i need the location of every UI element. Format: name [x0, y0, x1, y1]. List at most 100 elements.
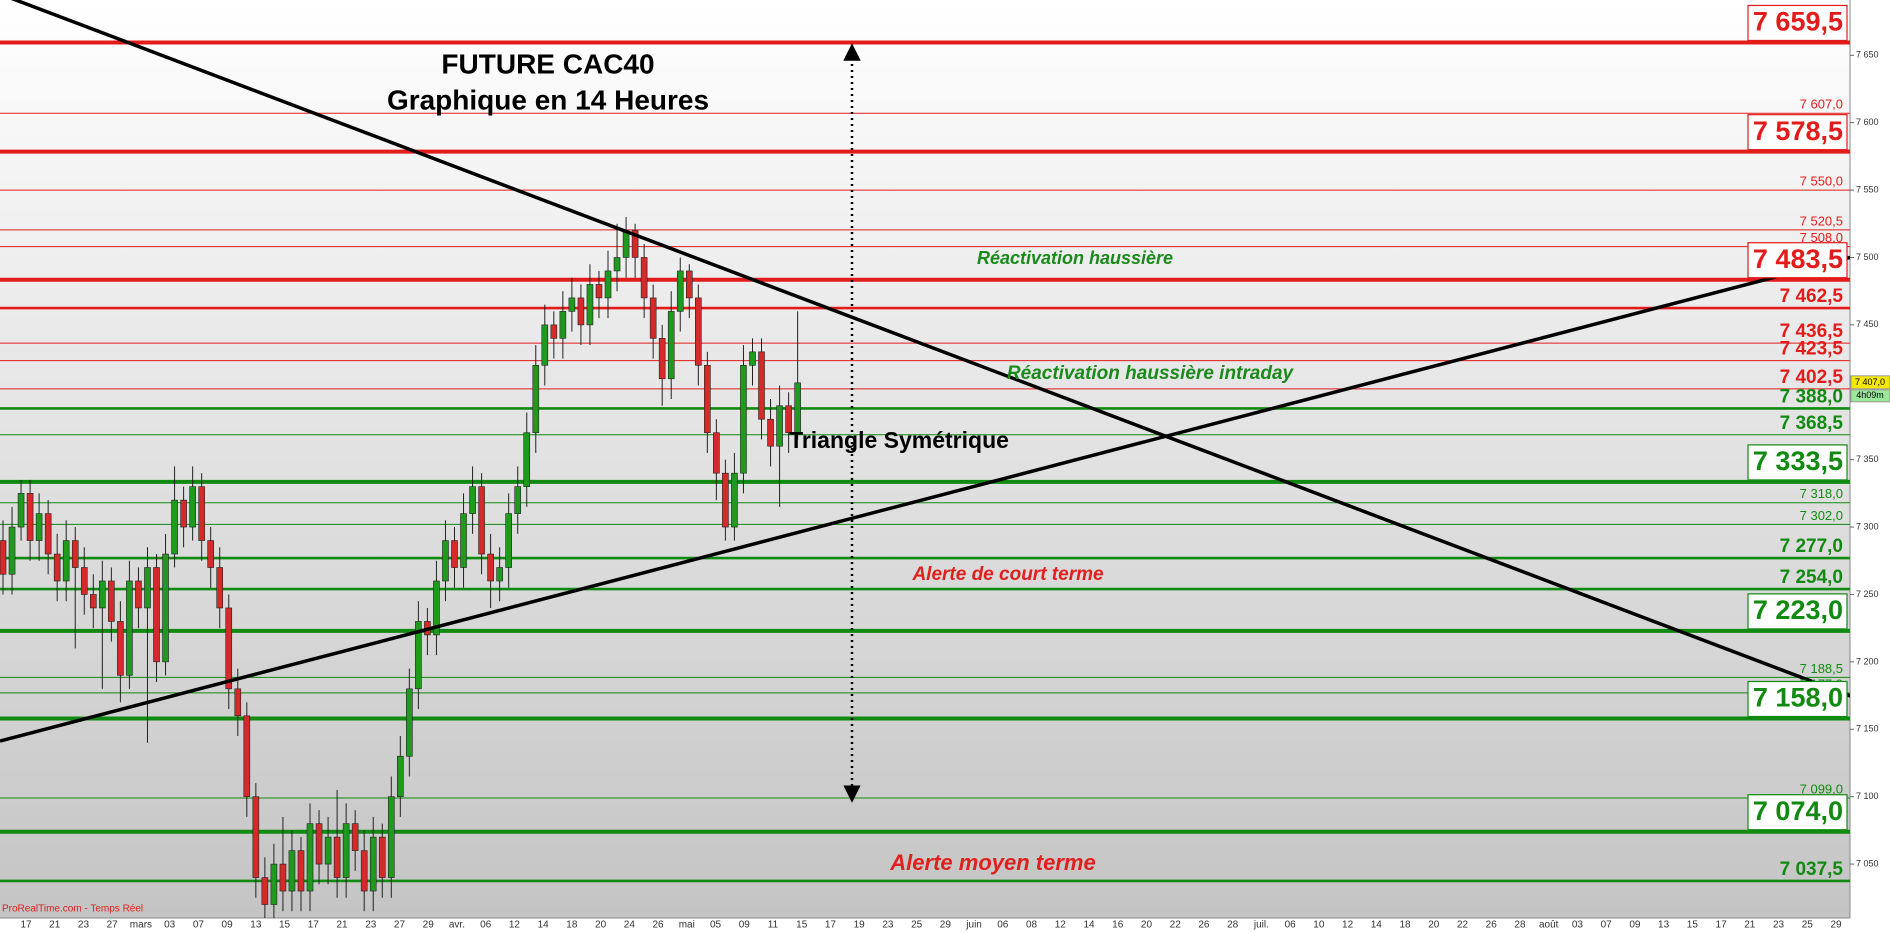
x-tick-label: 18 — [566, 920, 578, 931]
level-label: 7 277,0 — [1780, 536, 1843, 557]
x-tick-label: 22 — [1170, 920, 1182, 931]
x-tick-label: 17 — [825, 920, 837, 931]
level-label: 7 550,0 — [1800, 174, 1843, 189]
x-tick-label: 29 — [423, 920, 435, 931]
candle-body — [649, 297, 657, 339]
candle-body — [406, 688, 413, 757]
x-tick-label: 27 — [107, 920, 119, 931]
x-tick-label: 26 — [1198, 920, 1210, 931]
x-tick-label: 11 — [768, 920, 779, 931]
candle-body — [568, 297, 576, 312]
level-label: 7 158,0 — [1753, 683, 1843, 713]
x-tick-label: mars — [130, 920, 152, 931]
x-tick-label: 09 — [222, 920, 234, 931]
candle-body — [216, 567, 224, 609]
level-label-box — [1747, 794, 1848, 831]
x-tick-label: 17 — [20, 920, 32, 931]
candle-body — [171, 499, 178, 555]
candle-body — [604, 270, 612, 299]
candle-body — [261, 877, 269, 905]
candle-body — [640, 257, 648, 299]
candle-body — [794, 382, 801, 434]
candle-body — [595, 284, 603, 299]
candle-body — [126, 580, 133, 676]
candle-body — [306, 823, 314, 892]
y-tick-label: 7 250 — [1856, 589, 1879, 599]
candle-body — [740, 365, 747, 474]
annotation: Alerte de court terme — [911, 564, 1104, 585]
y-tick-label: 7 450 — [1856, 319, 1879, 329]
candle-body — [523, 432, 531, 487]
candle-body — [369, 836, 377, 892]
candle-body — [207, 540, 214, 568]
annotation: Triangle Symétrique — [789, 427, 1009, 453]
y-tick-label: 7 650 — [1856, 50, 1879, 60]
y-tick-label: 7 300 — [1856, 521, 1879, 531]
candle-body — [460, 513, 467, 568]
level-label-box — [1747, 444, 1848, 481]
candle-body — [514, 486, 522, 514]
x-tick-label: juin — [965, 920, 982, 931]
level-label-box — [1747, 114, 1848, 151]
candle-body — [442, 540, 449, 582]
level-label-box — [1747, 593, 1848, 630]
level-label: 7 436,5 — [1780, 321, 1844, 342]
x-tick-label: 03 — [1572, 920, 1584, 931]
x-tick-label: 13 — [1658, 920, 1670, 931]
x-tick-label: 08 — [1026, 920, 1038, 931]
x-tick-label: 15 — [1687, 920, 1699, 931]
y-tick-label: 7 350 — [1856, 454, 1879, 464]
candle-body — [397, 755, 404, 797]
y-tick-label: 7 200 — [1856, 656, 1879, 666]
x-tick-label: 17 — [1716, 920, 1728, 931]
level-label-box — [1747, 4, 1848, 42]
candle-body — [99, 580, 106, 609]
candle-body — [180, 499, 187, 528]
candle-body — [90, 594, 97, 609]
candle-body — [387, 796, 395, 878]
x-tick-label: 15 — [796, 920, 808, 931]
candle-body — [722, 472, 729, 528]
candle-body — [288, 850, 296, 892]
candle-body — [315, 823, 323, 865]
candle-body — [451, 540, 458, 568]
candle-body — [550, 324, 558, 339]
level-label: 7 578,5 — [1753, 116, 1843, 146]
candle-body — [342, 823, 350, 878]
candle-body — [731, 472, 738, 528]
candle-body — [53, 553, 61, 582]
x-tick-label: 16 — [1112, 920, 1124, 931]
candle-body — [225, 607, 233, 690]
candle-body — [80, 567, 88, 595]
candle-body — [433, 580, 440, 636]
countdown-label: 4h09m — [1856, 390, 1884, 400]
level-label: 7 483,5 — [1753, 244, 1843, 274]
x-tick-label: 13 — [250, 920, 262, 931]
last-price-label: 7 407,0 — [1855, 377, 1885, 387]
x-tick-label: 21 — [1744, 920, 1756, 931]
candle-body — [108, 580, 115, 622]
x-tick-label: 23 — [1773, 920, 1785, 931]
x-tick-label: 07 — [193, 920, 205, 931]
x-tick-label: 23 — [365, 920, 377, 931]
candle-body — [713, 432, 720, 474]
candle-body — [8, 526, 16, 575]
last-price-box — [1850, 375, 1890, 390]
x-axis-background — [0, 918, 1850, 933]
x-tick-label: 14 — [538, 920, 550, 931]
level-label: 7 508,0 — [1800, 230, 1843, 245]
candle-body — [0, 540, 7, 575]
level-label: 7 388,0 — [1780, 386, 1843, 407]
x-tick-label: 06 — [997, 920, 1009, 931]
candle-body — [297, 850, 305, 892]
candle-body — [532, 365, 540, 434]
candle-body — [676, 270, 684, 312]
countdown-box — [1850, 389, 1890, 403]
x-tick-label: 19 — [854, 920, 866, 931]
level-label: 7 302,0 — [1800, 508, 1843, 523]
source: ProRealTime.com - Temps Réel — [2, 904, 143, 915]
level-label-box — [1747, 680, 1848, 718]
x-tick-label: 07 — [1601, 920, 1613, 931]
level-label: 7 368,5 — [1780, 413, 1844, 434]
level-label: 7 074,0 — [1753, 796, 1843, 826]
